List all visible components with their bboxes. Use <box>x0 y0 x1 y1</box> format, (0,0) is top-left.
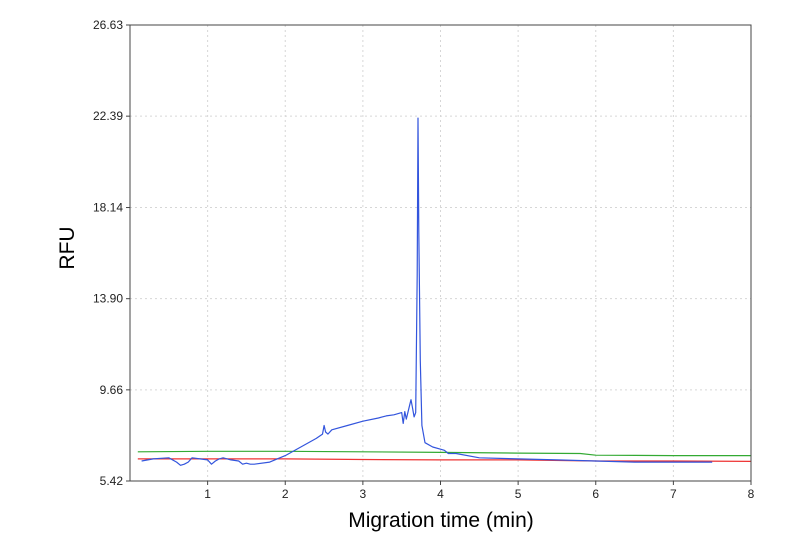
y-tick-label: 26.63 <box>93 18 123 32</box>
plot-frame <box>129 24 752 482</box>
x-tick-label: 8 <box>748 487 755 501</box>
x-tick-label: 4 <box>437 487 444 501</box>
x-axis-label: Migration time (min) <box>348 509 534 532</box>
y-tick-label: 5.42 <box>100 474 124 488</box>
x-tick-label: 7 <box>670 487 677 501</box>
y-axis-label: RFU <box>56 226 79 269</box>
x-axis-ticks: 1 2 3 4 5 6 7 8 <box>204 481 755 501</box>
grid-lines <box>130 24 752 482</box>
plot-series <box>137 117 752 466</box>
series-line-0 <box>141 117 713 466</box>
x-tick-label: 3 <box>360 487 367 501</box>
y-tick-label: 13.90 <box>93 292 123 306</box>
y-tick-label: 9.66 <box>100 383 124 397</box>
x-tick-label: 2 <box>282 487 289 501</box>
y-tick-label: 18.14 <box>93 201 123 215</box>
x-tick-label: 5 <box>515 487 522 501</box>
y-tick-label: 22.39 <box>93 109 123 123</box>
series-line-2 <box>137 458 752 462</box>
x-tick-label: 1 <box>204 487 211 501</box>
y-axis-ticks: 5.42 9.66 13.90 18.14 22.39 26.63 <box>93 18 130 488</box>
series-line-1 <box>137 450 751 457</box>
x-tick-label: 6 <box>592 487 599 501</box>
